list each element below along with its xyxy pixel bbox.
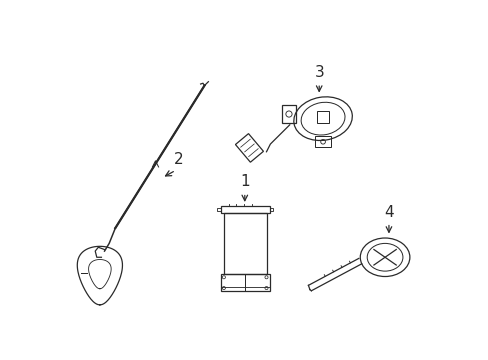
Text: 3: 3 xyxy=(314,65,324,80)
Text: 2: 2 xyxy=(174,152,183,167)
Text: 4: 4 xyxy=(384,204,393,220)
Text: 1: 1 xyxy=(240,175,249,189)
